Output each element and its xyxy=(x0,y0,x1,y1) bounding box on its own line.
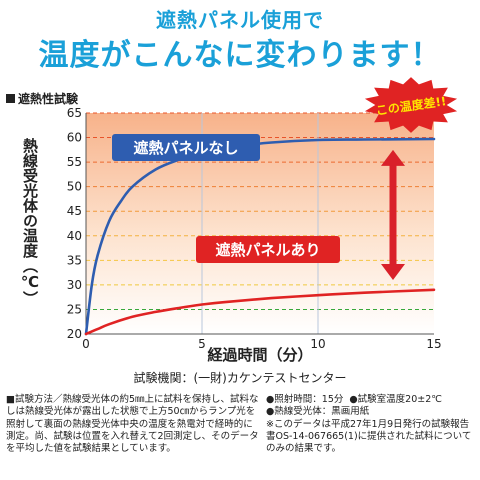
x-tick-label: 10 xyxy=(310,337,325,351)
section-title-text: 遮熱性試験 xyxy=(18,92,79,106)
burst-badge-icon xyxy=(364,77,458,133)
headline: 温度がこんなに変わります！ xyxy=(38,38,442,73)
x-axis-label: 経過時間（分） xyxy=(207,346,312,364)
arrow-head-up-icon xyxy=(381,149,405,166)
y-tick-label: 30 xyxy=(67,278,82,292)
x-tick-label: 0 xyxy=(82,337,90,351)
y-tick-label: 35 xyxy=(67,253,82,267)
y-tick-label: 20 xyxy=(67,327,82,341)
test-method-note: ■試験方法／熱線受光体の約5㎜上に試料を保持し、試料なしは熱線受光体が露出した状… xyxy=(6,394,259,455)
y-tick-label: 60 xyxy=(67,131,82,145)
square-bullet-icon xyxy=(6,94,15,103)
x-tick-label: 15 xyxy=(426,337,441,351)
arrow-head-down-icon xyxy=(381,263,405,280)
series-line-with-panel xyxy=(84,288,436,336)
disclaimer: ※このデータは平成27年1月9日発行の試験報告書OS-14-067665(1)に… xyxy=(266,418,472,455)
y-tick-label: 45 xyxy=(67,204,82,218)
y-tick-label: 25 xyxy=(67,302,82,316)
series-label: 遮熱パネルなし xyxy=(133,139,238,157)
conditions-row-1: ●照射時間：15分 ●試験室温度20±2℃ xyxy=(266,394,478,406)
series-label: 遮熱パネルあり xyxy=(215,241,320,259)
y-tick-label: 50 xyxy=(67,180,82,194)
test-conditions-note: ●照射時間：15分 ●試験室温度20±2℃ ●熱線受光体：黒画用紙 ※このデータは… xyxy=(266,394,478,455)
x-tick-label: 5 xyxy=(198,337,206,351)
section-title: 遮熱性試験 xyxy=(6,90,78,107)
y-axis-label: 熱線受光体の温度（℃） xyxy=(21,138,39,306)
source-label: 試験機関：(一財)カケンテストセンター xyxy=(133,370,346,385)
sub-headline: 遮熱パネル使用で xyxy=(156,8,324,32)
irradiation-time: ●照射時間：15分 xyxy=(266,394,344,405)
y-tick-label: 55 xyxy=(67,155,82,169)
receptor-material: ●熱線受光体：黒画用紙 xyxy=(266,406,370,418)
y-tick-label: 40 xyxy=(67,229,82,243)
series-label-box xyxy=(112,134,260,161)
series-label-box xyxy=(196,236,340,263)
room-temperature: ●試験室温度20±2℃ xyxy=(349,394,442,405)
y-tick-label: 65 xyxy=(67,106,82,120)
